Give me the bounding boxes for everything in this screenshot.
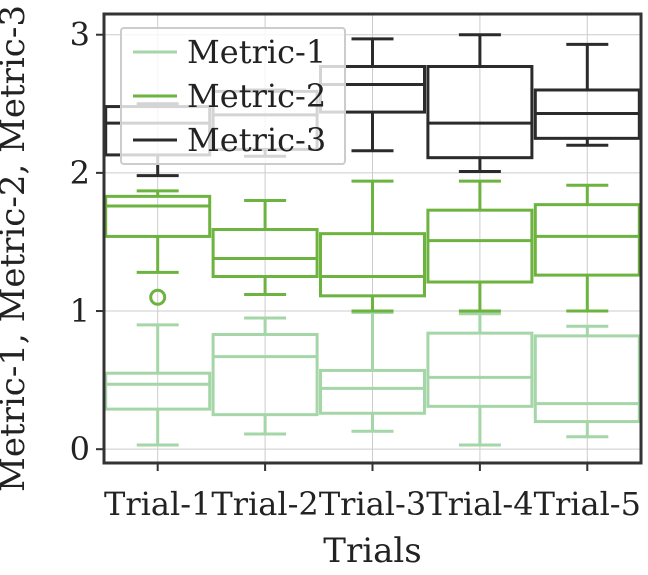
legend-label: Metric-2	[187, 77, 326, 115]
box-group	[533, 183, 641, 313]
box-iqr	[211, 228, 319, 278]
x-tick-label: Trial-4	[426, 485, 533, 523]
y-tick-label: 2	[70, 154, 90, 192]
box-group	[211, 316, 319, 436]
box-iqr	[319, 232, 426, 298]
box-iqr	[533, 334, 641, 424]
box-iqr	[426, 208, 534, 284]
x-tick-label: Trial-5	[534, 485, 641, 523]
box-iqr	[426, 64, 534, 160]
box-group	[533, 42, 641, 147]
box-iqr	[104, 194, 212, 238]
legend-label: Metric-1	[187, 33, 326, 71]
box-group	[426, 33, 534, 173]
legend-frame	[120, 27, 346, 165]
legend: Metric-1 Metric-2 Metric-3	[120, 27, 346, 165]
y-tick-label: 1	[70, 292, 90, 330]
x-tick-label: Trial-1	[104, 485, 211, 523]
box-iqr	[104, 371, 212, 411]
box-group	[319, 310, 426, 433]
box-group	[211, 199, 319, 296]
x-axis-label: Trials	[323, 531, 421, 570]
y-tick-label: 3	[70, 16, 90, 54]
flier-point	[149, 288, 167, 306]
box-group	[104, 189, 212, 306]
box-iqr	[211, 333, 319, 417]
legend-label: Metric-3	[187, 121, 326, 159]
box-iqr	[319, 368, 426, 415]
box-group	[426, 312, 534, 447]
x-tick-label: Trial-2	[211, 485, 318, 523]
box-group	[426, 179, 534, 313]
box-group	[319, 179, 426, 313]
x-tick-label: Trial-3	[319, 485, 426, 523]
y-axis-label: Metric-1, Metric-2, Metric-3	[0, 5, 33, 492]
box-iqr	[533, 203, 641, 277]
box-iqr	[426, 331, 534, 408]
box-group	[104, 323, 212, 447]
y-tick-label: 0	[70, 430, 90, 468]
box-group	[533, 324, 641, 439]
tick-layer: 0 1 2 3 Trial-1 Trial-2 Trial-3 Trial-4 Trial-5	[70, 16, 641, 523]
